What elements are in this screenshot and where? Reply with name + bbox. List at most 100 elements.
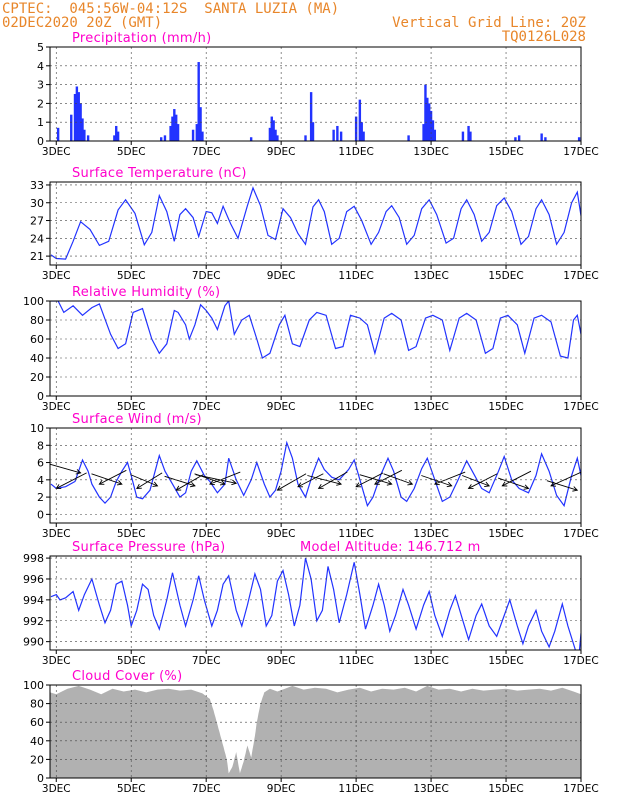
precip-bar bbox=[171, 116, 174, 141]
wind-arrow bbox=[175, 474, 204, 491]
precip-bar bbox=[116, 131, 120, 141]
wind-arrowhead bbox=[407, 480, 414, 486]
panel-frame bbox=[49, 181, 582, 266]
precip-bar bbox=[461, 131, 465, 141]
x-tick-label: 17DEC bbox=[563, 401, 598, 413]
panel-4 bbox=[46, 555, 582, 654]
precip-bar bbox=[274, 129, 277, 141]
wind-arrowhead bbox=[116, 480, 123, 486]
panel-title: Precipitation (mm/h) bbox=[72, 31, 211, 46]
series-group-5 bbox=[50, 685, 581, 778]
y-tick-label: 60 bbox=[30, 333, 44, 346]
wind-arrowhead bbox=[75, 469, 82, 475]
wind-arrow bbox=[374, 469, 403, 485]
y-tick-label: 100 bbox=[23, 679, 44, 692]
wind-arrow bbox=[307, 475, 342, 485]
wind-arrowhead bbox=[297, 482, 304, 488]
x-tick-label: 7DEC bbox=[192, 146, 221, 158]
y-tick-label: 100 bbox=[23, 295, 44, 308]
precip-bar bbox=[199, 107, 202, 141]
y-tick-label: 3 bbox=[37, 79, 44, 92]
panel-frame bbox=[49, 427, 582, 524]
grid-0 bbox=[50, 46, 582, 141]
wind-arrowhead bbox=[467, 484, 474, 490]
wind-arrowhead bbox=[386, 480, 393, 486]
precip-bar bbox=[70, 114, 73, 141]
y-tick-label: 40 bbox=[30, 352, 44, 365]
x-tick-label: 7DEC bbox=[192, 655, 221, 667]
precip-bar bbox=[86, 135, 90, 141]
x-tick-label: 7DEC bbox=[192, 270, 221, 282]
wind-arrow bbox=[164, 475, 196, 487]
y-tick-label: 2 bbox=[37, 97, 44, 110]
precip-bar bbox=[467, 125, 470, 141]
grid-2 bbox=[50, 300, 582, 396]
series-group-0 bbox=[56, 62, 581, 141]
panel-5 bbox=[46, 684, 582, 782]
wind-arrowhead bbox=[136, 483, 142, 489]
x-tick-label: 15DEC bbox=[488, 655, 523, 667]
precip-bar bbox=[276, 135, 279, 141]
panel-title: Surface Temperature (nC) bbox=[72, 166, 247, 181]
y-tick-label: 0 bbox=[37, 390, 44, 403]
x-tick-label: 11DEC bbox=[338, 401, 373, 413]
wind-arrowhead bbox=[523, 484, 530, 490]
model-altitude: Model Altitude: 146.712 m bbox=[300, 540, 481, 555]
wind-arrow bbox=[130, 474, 158, 487]
x-tick-label: 15DEC bbox=[488, 783, 523, 795]
y-tick-label: 996 bbox=[23, 573, 44, 586]
y-tick-label: 994 bbox=[23, 594, 44, 607]
wind-arrowhead bbox=[209, 479, 215, 486]
grid-4 bbox=[50, 556, 582, 650]
wind-arrow bbox=[468, 473, 498, 489]
precip-bar bbox=[160, 137, 163, 141]
wind-arrow bbox=[56, 472, 87, 489]
wind-arrowhead bbox=[231, 479, 238, 486]
precip-bar bbox=[332, 129, 335, 141]
precip-bar bbox=[339, 131, 343, 141]
x-tick-label: 9DEC bbox=[267, 528, 296, 540]
x-tick-label: 3DEC bbox=[42, 401, 71, 413]
x-tick-label: 13DEC bbox=[413, 655, 448, 667]
x-tick-label: 17DEC bbox=[563, 655, 598, 667]
x-tick-label: 9DEC bbox=[267, 655, 296, 667]
precip-bar bbox=[173, 109, 176, 141]
y-tick-label: 24 bbox=[30, 232, 44, 245]
y-tick-label: 10 bbox=[30, 422, 44, 435]
x-tick-label: 13DEC bbox=[413, 146, 448, 158]
wind-arrow bbox=[498, 477, 529, 489]
wind-arrow bbox=[209, 471, 241, 485]
x-tick-label: 11DEC bbox=[338, 528, 373, 540]
panel-title: Surface Wind (m/s) bbox=[72, 412, 202, 427]
wind-arrow bbox=[136, 472, 163, 489]
x-tick-label: 9DEC bbox=[267, 270, 296, 282]
precip-bar bbox=[311, 122, 315, 141]
x-tick-label: 5DEC bbox=[117, 146, 146, 158]
wind-arrow bbox=[462, 475, 490, 487]
panel-title: Relative Humidity (%) bbox=[72, 285, 220, 300]
precip-bar bbox=[115, 125, 118, 141]
wind-arrowhead bbox=[433, 479, 440, 486]
precip-bar bbox=[304, 135, 307, 141]
wind-arrow bbox=[50, 463, 81, 474]
precip-bar bbox=[428, 103, 431, 141]
wind-arrowhead bbox=[374, 479, 380, 485]
x-tick-label: 11DEC bbox=[338, 146, 373, 158]
x-tick-label: 17DEC bbox=[563, 528, 598, 540]
precip-bar bbox=[56, 127, 60, 141]
y-tick-label: 0 bbox=[37, 772, 44, 785]
x-tick-label: 11DEC bbox=[338, 655, 373, 667]
x-tick-label: 15DEC bbox=[488, 401, 523, 413]
x-tick-label: 13DEC bbox=[413, 401, 448, 413]
precip-bar bbox=[429, 110, 433, 141]
precip-bar bbox=[469, 131, 472, 141]
series-line-3 bbox=[50, 440, 581, 508]
series-line-1 bbox=[50, 186, 581, 260]
precip-bar bbox=[407, 135, 410, 141]
precip-bar bbox=[195, 124, 199, 141]
x-tick-label: 3DEC bbox=[42, 655, 71, 667]
precip-bar bbox=[362, 131, 365, 141]
x-tick-label: 13DEC bbox=[413, 783, 448, 795]
x-tick-label: 5DEC bbox=[117, 270, 146, 282]
